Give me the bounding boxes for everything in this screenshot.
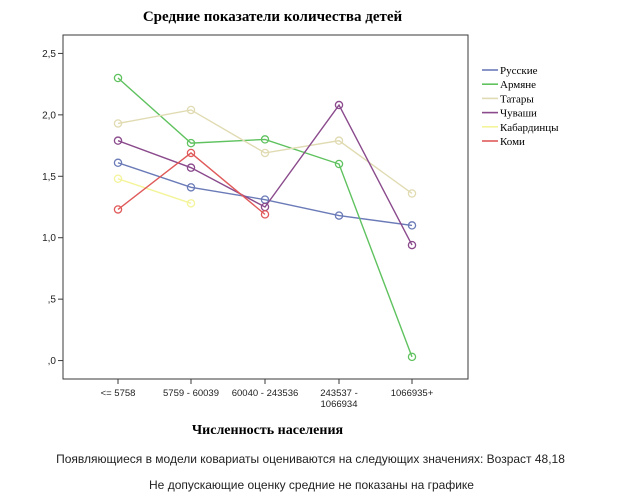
- data-point: [186, 138, 196, 148]
- data-point: [113, 174, 123, 183]
- series-line: [117, 178, 192, 204]
- data-point: [113, 205, 123, 214]
- series-line: [117, 77, 413, 358]
- y-axis: ,0 ,5 1,0 1,5 2,0 2,5: [42, 49, 63, 367]
- x-tick-label: <= 5758: [101, 388, 136, 399]
- data-point: [186, 163, 196, 172]
- data-point: [260, 210, 270, 219]
- series-Русские: [113, 158, 417, 230]
- series-line: [117, 152, 266, 215]
- data-point: [260, 135, 270, 144]
- data-point: [334, 211, 344, 220]
- x-tick-label: 5759 - 60039: [163, 388, 219, 399]
- series-line: [117, 109, 413, 195]
- y-tick-label: 1,5: [42, 172, 56, 183]
- data-point: [334, 159, 344, 169]
- x-tick-label: 60040 - 243536: [232, 388, 299, 399]
- legend-label: Кабардинцы: [500, 122, 559, 134]
- x-axis-label: Численность населения: [191, 423, 344, 438]
- series-line: [117, 162, 413, 227]
- legend-label: Коми: [500, 136, 525, 148]
- legend-label: Русские: [500, 65, 538, 77]
- data-point: [186, 199, 196, 208]
- data-point: [186, 183, 196, 192]
- x-tick-label: 1066935+: [391, 388, 434, 399]
- data-point: [407, 240, 417, 250]
- y-tick-label: 2,5: [42, 49, 56, 60]
- data-point: [186, 105, 196, 115]
- x-tick-label: 243537 -1066934: [320, 388, 358, 410]
- legend-label: Татары: [500, 93, 534, 105]
- y-tick-label: ,0: [48, 356, 57, 367]
- legend-label: Чуваши: [500, 108, 537, 120]
- missing-means-note: Не допускающие оценку средние не показан…: [149, 478, 474, 492]
- data-point: [113, 158, 123, 168]
- y-tick-label: 2,0: [42, 110, 56, 121]
- data-point: [113, 73, 123, 83]
- data-point: [186, 148, 196, 158]
- y-tick-label: ,5: [48, 295, 57, 306]
- series-Кабардинцы: [113, 174, 196, 208]
- series-Чуваши: [113, 100, 417, 250]
- data-point: [260, 148, 270, 158]
- covariates-note: Появляющиеся в модели ковариаты оцениваю…: [56, 452, 565, 466]
- chart-title: Средние показатели количества детей: [142, 9, 403, 25]
- data-point: [407, 352, 417, 362]
- data-point: [334, 100, 344, 110]
- legend-label: Армяне: [500, 79, 536, 91]
- legend: Русские Армяне Татары Чуваши Кабардинцы Коми: [482, 65, 559, 148]
- data-point: [407, 221, 417, 230]
- series-Армяне: [113, 73, 417, 362]
- data-point: [113, 136, 123, 145]
- series-line: [117, 103, 413, 246]
- series-Татары: [113, 105, 417, 198]
- y-tick-label: 1,0: [42, 233, 56, 244]
- data-point: [113, 119, 123, 128]
- data-point: [334, 136, 344, 145]
- x-axis: <= 5758 5759 - 60039 60040 - 243536 243537 …: [101, 379, 434, 410]
- series-layer: [113, 73, 417, 362]
- series-Коми: [113, 148, 270, 219]
- data-point: [407, 189, 417, 198]
